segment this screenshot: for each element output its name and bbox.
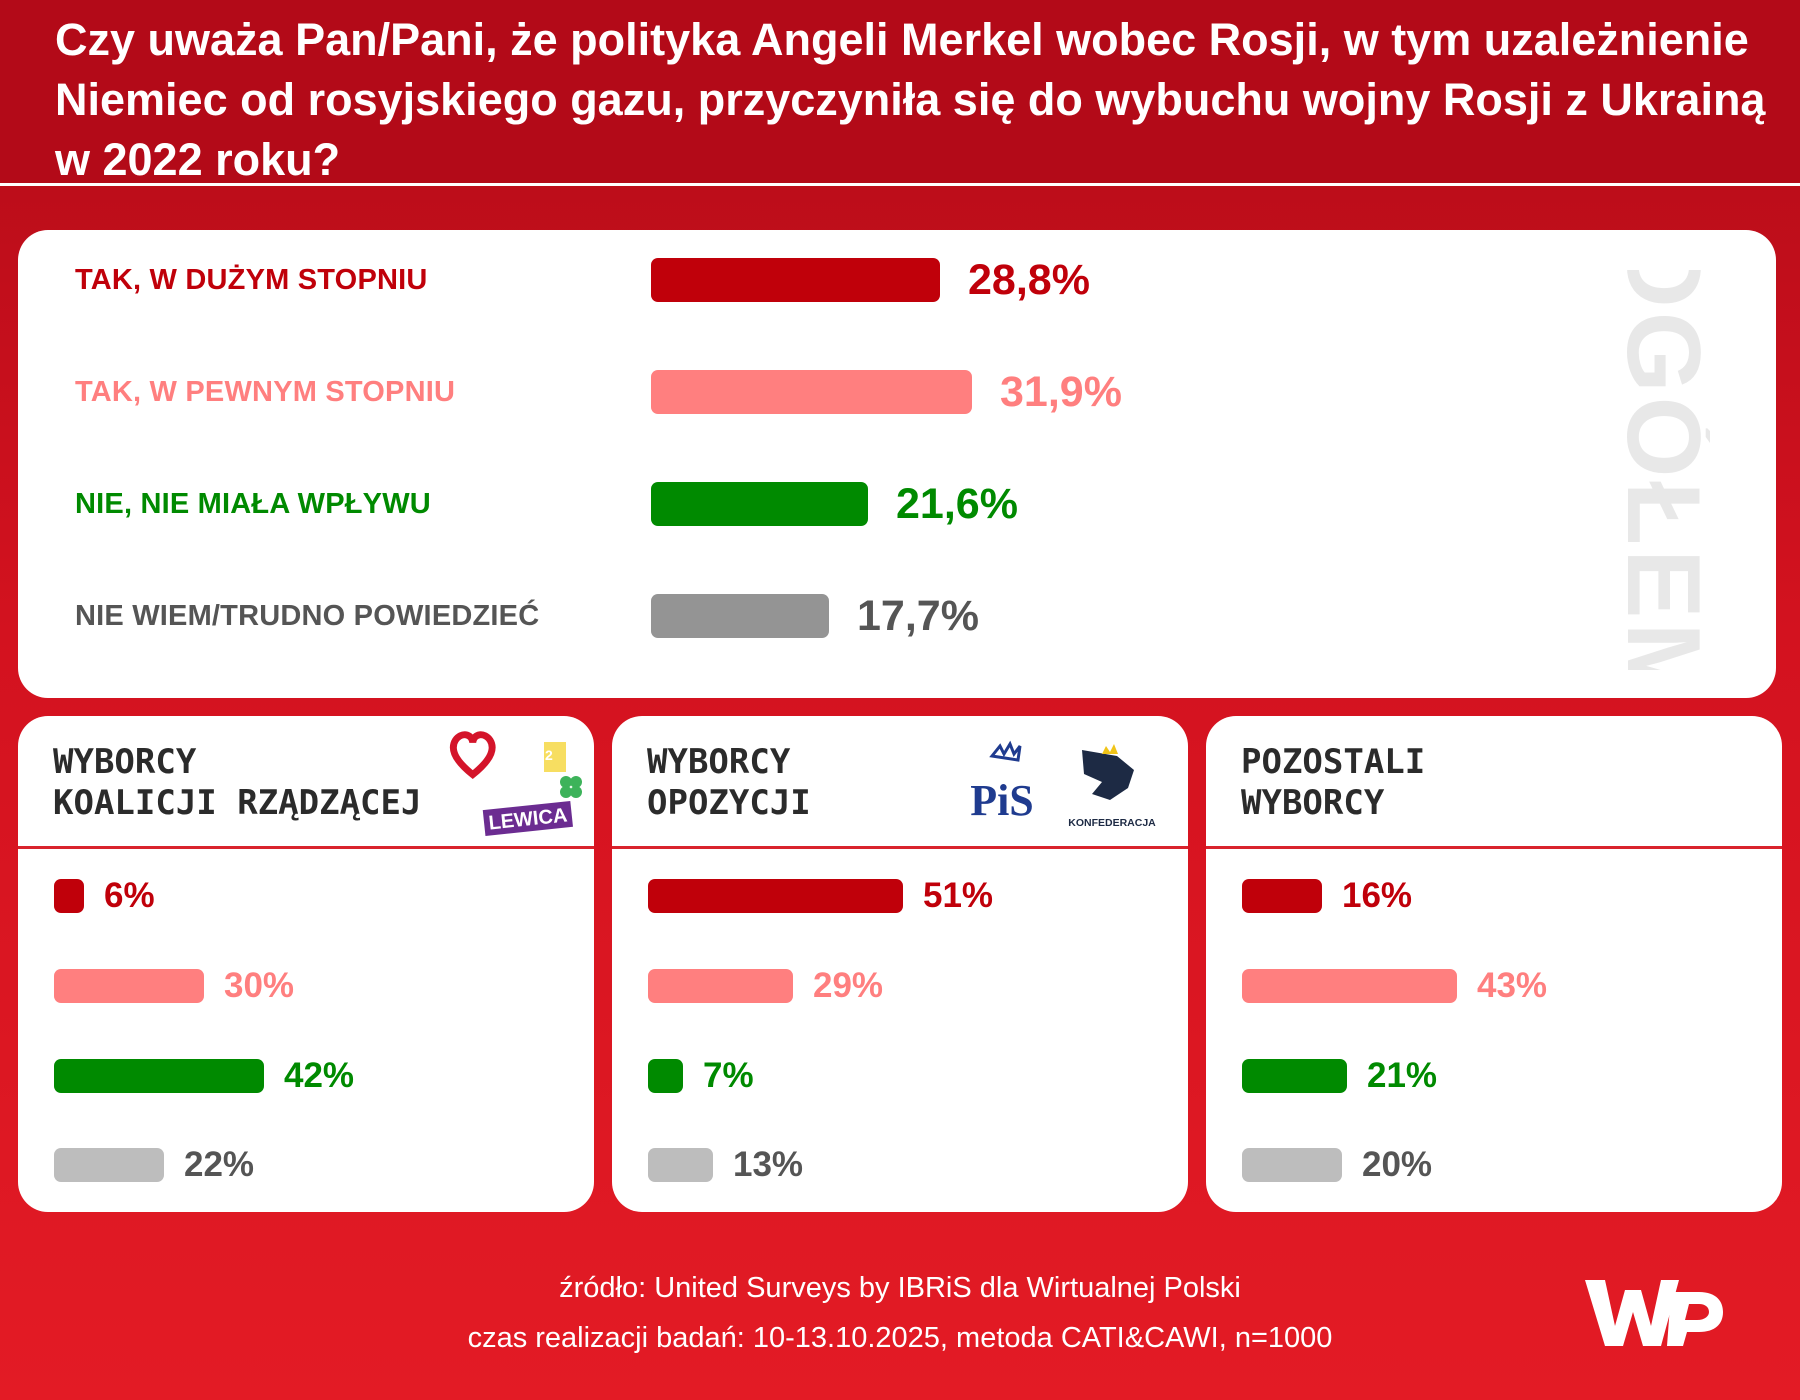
group-value-label: 13%	[733, 1145, 804, 1184]
lewica-badge	[482, 800, 573, 837]
coalition-logos: 2 LEWICA	[449, 731, 582, 837]
pis-logo-text: PiS	[970, 776, 1034, 825]
group-row: 51%	[612, 871, 1188, 921]
group-value-label: 22%	[184, 1145, 255, 1184]
group-row: 20%	[1206, 1140, 1782, 1190]
card-title: WYBORCY OPOZYCJI	[647, 742, 811, 824]
group-bar	[54, 879, 84, 913]
group-row: 43%	[1206, 961, 1782, 1011]
group-bar	[1242, 879, 1322, 913]
card-title-line: POZOSTALI	[1241, 742, 1426, 782]
overall-value-label: 31,9%	[1000, 368, 1122, 416]
card-title-line: WYBORCY	[647, 742, 791, 782]
group-bar	[1242, 1059, 1347, 1093]
konfederacja-logo-text: KONFEDERACJA	[1068, 817, 1156, 829]
group-bar	[54, 1059, 264, 1093]
overall-label: TAK, W DUŻYM STOPNIU	[75, 264, 428, 296]
group-row: 16%	[1206, 871, 1782, 921]
card-title-line: KOALICJI RZĄDZĄCEJ	[53, 783, 422, 823]
watermark-text: OGÓŁEM	[1605, 270, 1710, 670]
group-row: 22%	[18, 1140, 594, 1190]
card-header: POZOSTALI WYBORCY	[1206, 716, 1782, 849]
group-value-label: 21%	[1367, 1056, 1438, 1095]
overall-row: NIE, NIE MIAŁA WPŁYWU 21,6%	[18, 474, 1718, 534]
group-row: 42%	[18, 1051, 594, 1101]
group-value-label: 30%	[224, 966, 295, 1005]
opposition-logos: PiS KONFEDERACJA	[970, 740, 1156, 829]
group-bar	[54, 969, 204, 1003]
overall-watermark: OGÓŁEM	[1605, 270, 1710, 670]
overall-value-label: 28,8%	[968, 256, 1090, 304]
group-bar	[648, 1059, 683, 1093]
header: Czy uważa Pan/Pani, że polityka Angeli M…	[0, 0, 1800, 186]
overall-label: NIE WIEM/TRUDNO POWIEDZIEĆ	[75, 600, 540, 632]
crown-icon	[1102, 744, 1118, 754]
overall-bar	[651, 258, 940, 302]
group-row: 21%	[1206, 1051, 1782, 1101]
group-value-label: 6%	[104, 876, 155, 915]
group-row: 7%	[612, 1051, 1188, 1101]
konfederacja-eagle-icon	[1082, 750, 1134, 800]
eagle-icon	[989, 740, 1022, 762]
group-row: 6%	[18, 871, 594, 921]
card-title-line: WYBORCY	[53, 742, 197, 782]
card-header: WYBORCY OPOZYCJI PiS KONFEDERACJA	[612, 716, 1188, 849]
third-way-icon	[544, 742, 566, 772]
overall-value-label: 21,6%	[896, 480, 1018, 528]
group-value-label: 51%	[923, 876, 994, 915]
group-value-label: 29%	[813, 966, 884, 1005]
overall-bar	[651, 594, 829, 638]
heart-icon	[449, 731, 496, 780]
card-title: POZOSTALI WYBORCY	[1241, 742, 1425, 824]
third-way-mark: 2	[545, 747, 553, 763]
overall-label: NIE, NIE MIAŁA WPŁYWU	[75, 488, 431, 520]
card-title-line: WYBORCY	[1241, 783, 1385, 823]
chart-title: Czy uważa Pan/Pani, że polityka Angeli M…	[55, 14, 1766, 185]
group-value-label: 20%	[1362, 1145, 1433, 1184]
source-note: źródło: United Surveys by IBRiS dla Wirt…	[559, 1272, 1241, 1304]
clover-icon	[560, 776, 582, 798]
method-note: czas realizacji badań: 10-13.10.2025, me…	[467, 1322, 1333, 1354]
group-value-label: 16%	[1342, 876, 1413, 915]
card-header: WYBORCY KOALICJI RZĄDZĄCEJ 2 LEWICA	[18, 716, 594, 849]
group-bar	[1242, 969, 1457, 1003]
group-value-label: 42%	[284, 1056, 355, 1095]
group-bar	[648, 969, 793, 1003]
wp-logo-icon	[1585, 1280, 1723, 1346]
overall-row: TAK, W PEWNYM STOPNIU 31,9%	[18, 362, 1718, 422]
overall-row: TAK, W DUŻYM STOPNIU 28,8%	[18, 250, 1718, 310]
card-title-line: OPOZYCJI	[647, 783, 811, 823]
overall-label: TAK, W PEWNYM STOPNIU	[75, 376, 456, 408]
group-row: 13%	[612, 1140, 1188, 1190]
card-title: WYBORCY KOALICJI RZĄDZĄCEJ	[53, 742, 421, 824]
other-voters-card: POZOSTALI WYBORCY 16% 43% 21% 20%	[1206, 716, 1782, 1212]
opposition-voters-card: WYBORCY OPOZYCJI PiS KONFEDERACJA 51% 29%…	[612, 716, 1188, 1212]
group-row: 30%	[18, 961, 594, 1011]
coalition-voters-card: WYBORCY KOALICJI RZĄDZĄCEJ 2 LEWICA 6% 30…	[18, 716, 594, 1212]
group-bar	[54, 1148, 164, 1182]
overall-card: TAK, W DUŻYM STOPNIU 28,8% TAK, W PEWNYM…	[18, 230, 1776, 698]
group-bar	[648, 879, 903, 913]
group-value-label: 7%	[703, 1056, 754, 1095]
group-value-label: 43%	[1477, 966, 1548, 1005]
overall-bar	[651, 370, 972, 414]
group-bar	[648, 1148, 713, 1182]
group-row: 29%	[612, 961, 1188, 1011]
group-bar	[1242, 1148, 1342, 1182]
overall-bar	[651, 482, 868, 526]
overall-value-label: 17,7%	[857, 592, 979, 640]
overall-row: NIE WIEM/TRUDNO POWIEDZIEĆ 17,7%	[18, 586, 1718, 646]
